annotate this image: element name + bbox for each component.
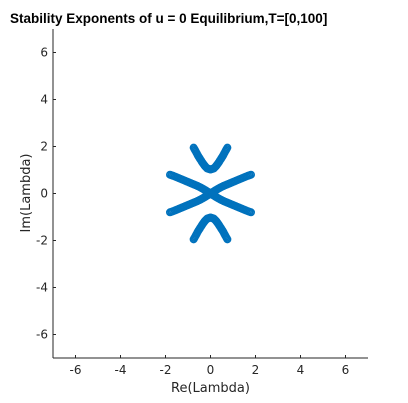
- y-tick-label: 0: [40, 187, 48, 201]
- y-tick-label: 2: [40, 140, 48, 154]
- chart-title: Stability Exponents of u = 0 Equilibrium…: [10, 11, 327, 26]
- x-tick-label: 2: [252, 363, 260, 377]
- scatter-series: [166, 143, 256, 244]
- x-axis-label: Re(Lambda): [171, 381, 250, 396]
- x-tick-label: 6: [342, 363, 350, 377]
- plot-area: -6 -4 -2 0 2 4 6 -6 -4 -2 0 2 4 6: [36, 29, 368, 377]
- y-tick-label: -2: [36, 234, 48, 248]
- x-tick-label: 0: [207, 363, 215, 377]
- x-tick-label: -2: [160, 363, 172, 377]
- y-tick-label: 4: [40, 93, 48, 107]
- x-tick-label: 4: [297, 363, 305, 377]
- x-axis-ticks: -6 -4 -2 0 2 4 6: [70, 355, 350, 377]
- y-axis-label: Im(Lambda): [19, 154, 34, 233]
- scatter-point: [223, 143, 232, 152]
- y-tick-label: -4: [36, 281, 48, 295]
- y-tick-label: 6: [40, 46, 48, 60]
- scatter-point: [208, 190, 217, 199]
- axes: -6 -4 -2 0 2 4 6 -6 -4 -2 0 2 4 6: [36, 29, 368, 377]
- x-tick-label: -6: [70, 363, 82, 377]
- y-axis-ticks: -6 -4 -2 0 2 4 6: [36, 46, 56, 342]
- x-tick-label: -4: [115, 363, 127, 377]
- y-tick-label: -6: [36, 328, 48, 342]
- scatter-point: [223, 235, 232, 244]
